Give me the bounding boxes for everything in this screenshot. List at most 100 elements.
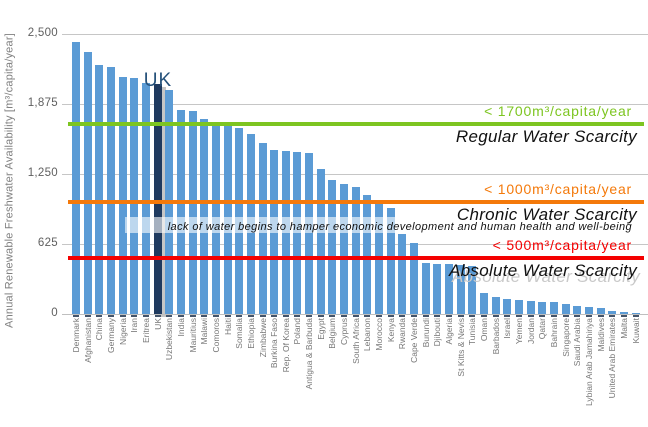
threshold-label-1700: < 1700m³/capita/year <box>484 102 632 119</box>
x-tick <box>341 314 347 317</box>
x-tick <box>131 314 137 317</box>
x-axis-label-kuwait: Kuwait <box>631 318 641 344</box>
x-axis-label-denmark: Denmark <box>71 318 81 353</box>
x-tick <box>108 314 114 317</box>
y-tick-label: 625 <box>37 237 58 249</box>
x-axis-label-qatar: Qatar <box>537 318 547 340</box>
bar-saudi-arabia <box>573 306 582 314</box>
bar-yemen <box>514 300 523 314</box>
y-tick-label: 1,250 <box>27 167 58 179</box>
x-tick <box>120 314 126 317</box>
bar-st-kitts-nevis <box>456 265 465 314</box>
bar-india <box>176 109 185 314</box>
x-axis-label-kenya: Kenya <box>386 318 396 343</box>
x-axis-label-yemen: Yemen <box>514 318 524 345</box>
x-axis-label-zimbabwe: Zimbabwe <box>258 318 268 358</box>
x-tick <box>294 314 300 317</box>
bar-poland <box>293 152 302 314</box>
bar-united-arab-emirates <box>608 310 617 314</box>
x-axis-label-burundi: Burundi <box>421 318 431 348</box>
x-tick <box>96 314 102 317</box>
bar-lebanon <box>363 195 372 314</box>
threshold-line-1700 <box>68 121 644 126</box>
threshold-line-500 <box>68 256 644 260</box>
bar-oman <box>479 292 488 314</box>
x-tick <box>376 314 382 317</box>
x-tick <box>248 314 254 317</box>
bar-kuwait <box>631 313 640 314</box>
x-tick <box>364 314 370 317</box>
x-tick <box>318 314 324 317</box>
x-tick <box>481 314 487 317</box>
x-tick <box>551 314 557 317</box>
x-axis-label-uk: UK <box>153 318 163 330</box>
x-axis-label-eritrea: Eritrea <box>141 318 151 344</box>
x-tick <box>283 314 289 317</box>
x-axis-label-bahrain: Bahrain <box>549 318 559 348</box>
x-tick <box>528 314 534 317</box>
x-tick <box>85 314 91 317</box>
bar-singapore <box>561 304 570 314</box>
bar-denmark <box>72 42 80 314</box>
bar-egypt <box>316 168 325 314</box>
x-axis-label-djibouti: Djibouti <box>432 318 442 347</box>
bar-bahrain <box>549 302 558 314</box>
x-tick <box>353 314 359 317</box>
bar-cyprus <box>340 183 349 314</box>
x-tick <box>178 314 184 317</box>
y-tick-label: 2,500 <box>27 27 58 39</box>
y-tick-label: 1,875 <box>27 97 58 109</box>
bar-djibouti <box>433 263 442 314</box>
x-tick <box>598 314 604 317</box>
gridline-1250 <box>62 173 648 175</box>
x-axis-label-china: China <box>94 318 104 341</box>
x-tick <box>423 314 429 317</box>
bar-burundi <box>421 263 430 314</box>
bar-israel <box>503 299 512 314</box>
bar-belgium <box>328 179 337 314</box>
bar-cape-verde <box>410 242 419 314</box>
y-axis-title: Annual Renewable Freshwater Availability… <box>3 33 16 328</box>
x-axis-label-tunisia: Tunisia <box>467 318 477 346</box>
x-axis-label-lybian-arab-jamahiriya: Lybian Arab Jamahiriya <box>584 318 594 407</box>
x-tick <box>271 314 277 317</box>
x-tick <box>469 314 475 317</box>
bar-rwanda <box>398 234 407 314</box>
x-axis-label-ethiopia: Ethiopia <box>246 318 256 349</box>
gridline-1875 <box>62 103 648 105</box>
x-axis-label-belgium: Belgium <box>327 318 337 349</box>
x-tick <box>446 314 452 317</box>
bar-maldives <box>596 307 605 314</box>
x-axis-label-jordan: Jordan <box>526 318 536 344</box>
x-tick <box>213 314 219 317</box>
x-tick <box>411 314 417 317</box>
x-axis-label-malta: Malta <box>619 318 629 339</box>
zone-label-regular-water-scarcity: Regular Water Scarcity <box>455 126 637 146</box>
threshold-line-1000 <box>68 200 644 204</box>
bar-kenya <box>386 207 395 314</box>
x-tick <box>236 314 242 317</box>
x-tick <box>621 314 627 317</box>
x-axis-label-lebanon: Lebanon <box>362 318 372 352</box>
bar-malta <box>619 312 628 314</box>
x-axis-label-burkina-faso: Burkina Faso <box>269 318 279 369</box>
x-axis-label-oman: Oman <box>479 318 489 342</box>
x-tick <box>633 314 639 317</box>
x-axis-label-haiti: Haiti <box>223 318 233 336</box>
x-axis-label-malawi: Malawi <box>199 318 209 345</box>
x-axis-label-iran: Iran <box>129 318 139 333</box>
x-axis-label-afghanistan: Afghanistan <box>83 318 93 363</box>
x-tick <box>306 314 312 317</box>
x-axis-label-cyprus: Cyprus <box>339 318 349 345</box>
gridline-2500 <box>62 33 648 35</box>
x-axis-label-israel: Israel <box>502 318 512 339</box>
x-axis-label-south-africa: South Africa <box>351 318 361 364</box>
threshold-label-1000: < 1000m³/capita/year <box>484 181 632 197</box>
threshold-label-500: < 500m³/capita/year <box>492 237 632 253</box>
x-axis-label-comoros: Comoros <box>211 318 221 353</box>
bar-tunisia <box>468 265 477 314</box>
water-scarcity-note-band: lack of water begins to hamper economic … <box>125 217 648 233</box>
x-axis-label-st-kitts-nevis: St Kitts & Nevis <box>456 318 466 377</box>
x-axis-label-somalia: Somalia <box>234 318 244 349</box>
